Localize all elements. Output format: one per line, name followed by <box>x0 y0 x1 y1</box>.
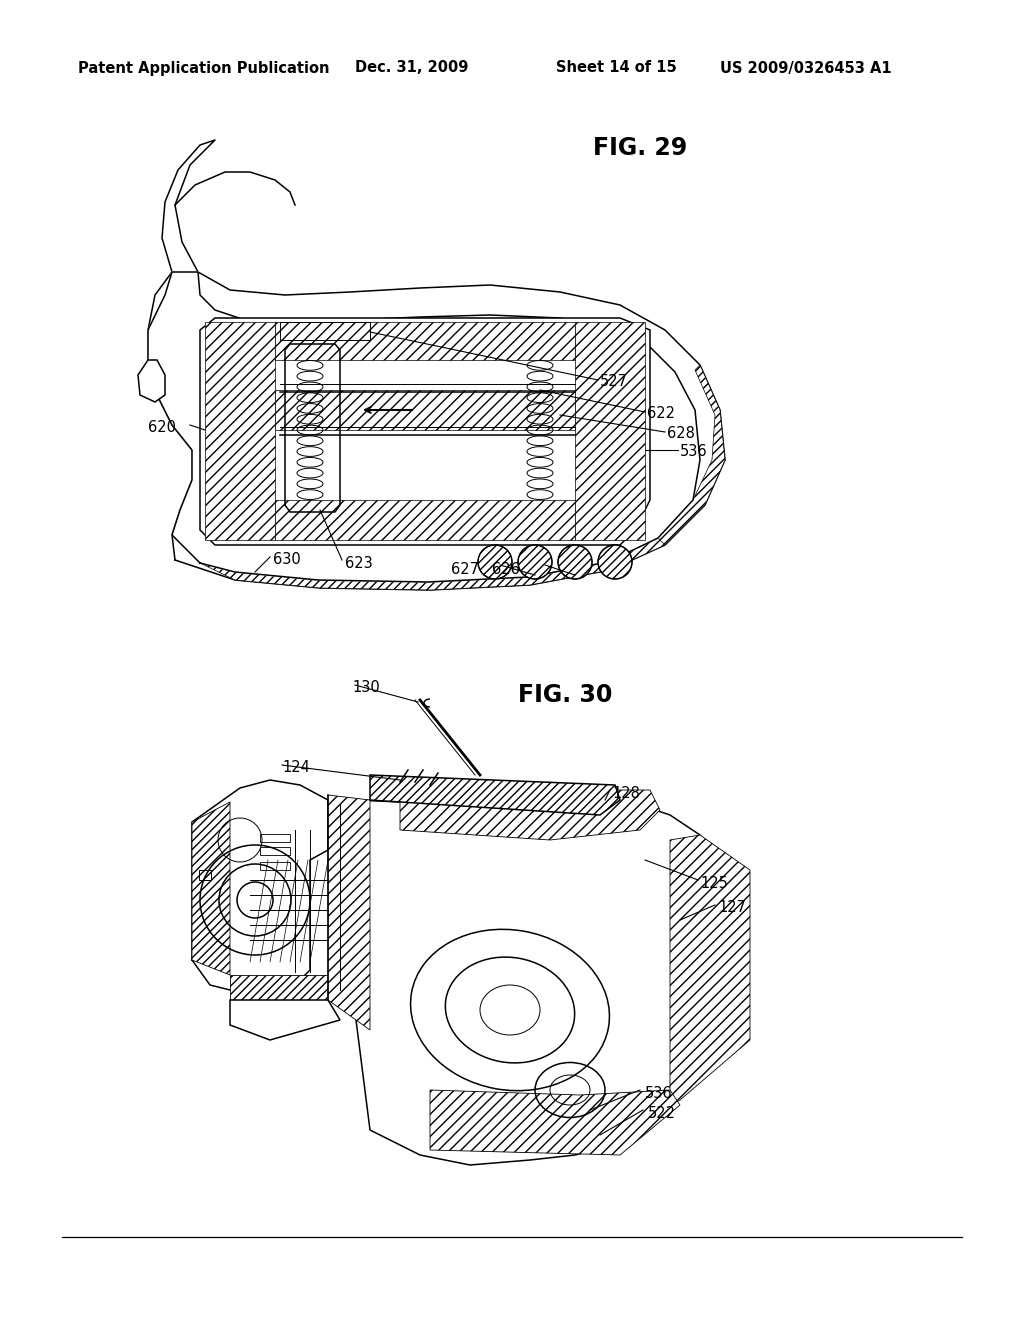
Text: 124: 124 <box>282 760 310 776</box>
Polygon shape <box>148 140 725 590</box>
Text: 630: 630 <box>273 553 301 568</box>
Text: 623: 623 <box>345 556 373 570</box>
Text: 626: 626 <box>492 562 520 578</box>
Circle shape <box>518 545 552 579</box>
Polygon shape <box>205 322 275 540</box>
Circle shape <box>558 545 592 579</box>
Polygon shape <box>230 975 328 1001</box>
Text: 628: 628 <box>667 426 695 441</box>
Text: 536: 536 <box>645 1085 673 1101</box>
Text: Dec. 31, 2009: Dec. 31, 2009 <box>355 61 468 75</box>
Polygon shape <box>275 500 575 540</box>
Text: 125: 125 <box>700 875 728 891</box>
Polygon shape <box>670 836 750 1105</box>
Text: 620: 620 <box>148 420 176 434</box>
Polygon shape <box>148 272 700 582</box>
Polygon shape <box>370 775 620 814</box>
Polygon shape <box>200 318 650 545</box>
Text: 127: 127 <box>718 900 746 916</box>
Polygon shape <box>275 322 575 360</box>
Text: Sheet 14 of 15: Sheet 14 of 15 <box>556 61 677 75</box>
Text: 627: 627 <box>451 562 479 578</box>
Polygon shape <box>193 780 328 995</box>
Text: 522: 522 <box>648 1106 676 1121</box>
Polygon shape <box>195 500 705 590</box>
Text: 622: 622 <box>647 405 675 421</box>
Text: US 2009/0326453 A1: US 2009/0326453 A1 <box>720 61 892 75</box>
Polygon shape <box>400 789 660 840</box>
Circle shape <box>598 545 632 579</box>
Text: 527: 527 <box>600 375 628 389</box>
Polygon shape <box>230 1001 340 1040</box>
Text: 536: 536 <box>680 445 708 459</box>
Polygon shape <box>658 366 725 545</box>
Polygon shape <box>138 360 165 403</box>
Text: 130: 130 <box>352 681 380 696</box>
Polygon shape <box>328 795 370 1030</box>
Polygon shape <box>328 800 740 1166</box>
Text: Patent Application Publication: Patent Application Publication <box>78 61 330 75</box>
Polygon shape <box>275 389 575 430</box>
Text: FIG. 29: FIG. 29 <box>593 136 687 160</box>
Circle shape <box>478 545 512 579</box>
Text: FIG. 30: FIG. 30 <box>518 682 612 708</box>
Polygon shape <box>193 803 230 975</box>
Polygon shape <box>430 1090 680 1155</box>
Text: 128: 128 <box>612 785 640 800</box>
Polygon shape <box>575 322 645 540</box>
